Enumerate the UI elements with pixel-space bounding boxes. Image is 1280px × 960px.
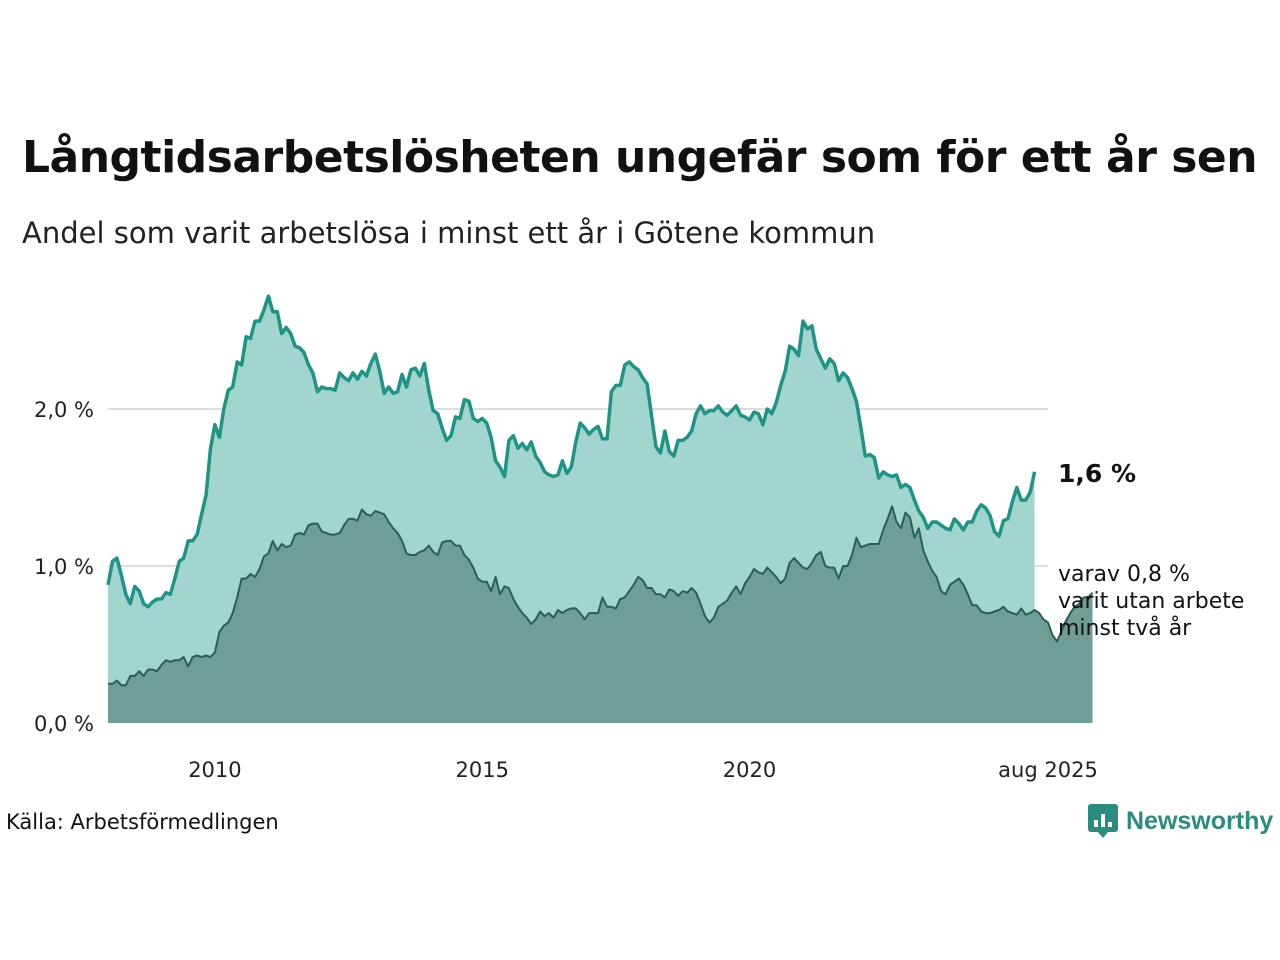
y-axis: 0,0 % 1,0 % 2,0 %	[34, 398, 94, 736]
chart-areas	[106, 294, 1094, 723]
chart-subtitle: Andel som varit arbetslösa i minst ett å…	[22, 216, 876, 250]
source-note: Källa: Arbetsförmedlingen	[6, 810, 279, 834]
end-sub-label: varit utan arbete	[1058, 589, 1244, 614]
x-axis: 2010 2015 2020 aug 2025	[188, 758, 1098, 782]
series-area-minst_tva_ar	[108, 506, 1093, 723]
series-line-minst_ett_ar	[106, 294, 1037, 609]
series-line-minst_tva_ar	[108, 505, 1094, 687]
newsworthy-logo[interactable]: Newsworthy	[1088, 804, 1273, 838]
y-tick-label: 1,0 %	[34, 555, 94, 579]
x-tick-label: 2020	[723, 758, 776, 782]
newsworthy-logo-icon	[1088, 804, 1118, 838]
end-sub-label: minst två år	[1058, 615, 1192, 641]
brand-name: Newsworthy	[1126, 806, 1274, 835]
end-value-label: 1,6 %	[1058, 459, 1136, 488]
x-tick-label: aug 2025	[998, 758, 1098, 782]
y-tick-label: 2,0 %	[34, 398, 94, 422]
x-tick-label: 2010	[188, 758, 241, 782]
chart-title: Långtidsarbetslösheten ungefär som för e…	[22, 132, 1258, 183]
y-tick-label: 0,0 %	[34, 712, 94, 736]
end-sub-label: varav 0,8 %	[1058, 562, 1190, 587]
x-tick-label: 2015	[455, 758, 508, 782]
